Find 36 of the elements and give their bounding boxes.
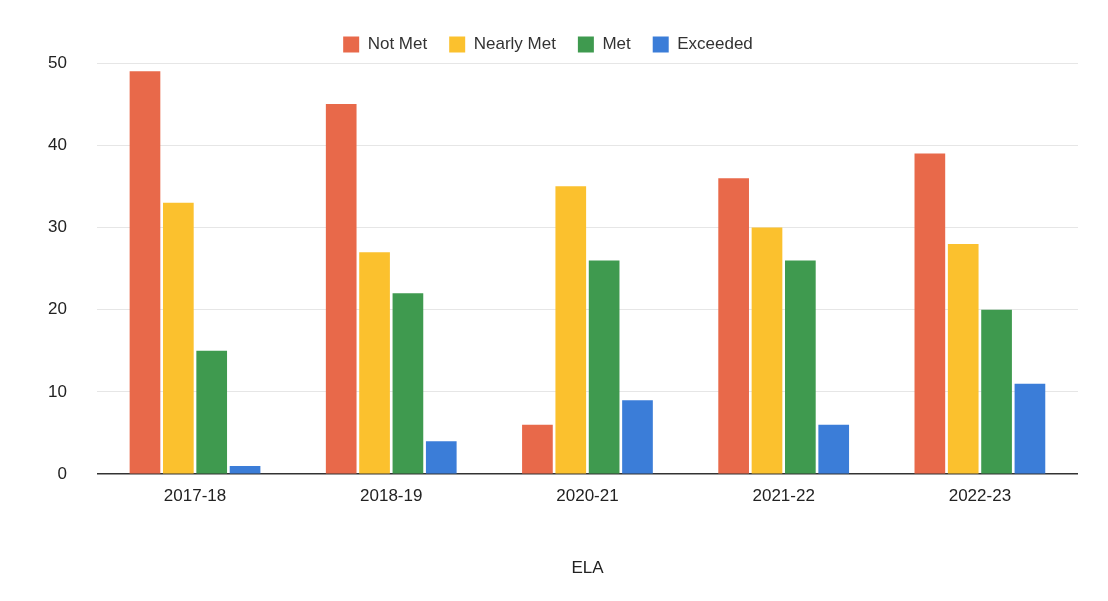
x-tick-label: 2018-19 [360,486,423,506]
bar [359,252,390,474]
bar [392,293,424,474]
bar [914,153,946,474]
legend-label: Nearly Met [473,34,557,54]
bar [818,424,850,474]
bar [981,309,1012,474]
x-tick-label: 2022-23 [948,486,1012,506]
x-tick-label: 2021-22 [752,486,815,506]
bar [129,71,161,474]
bar [163,202,194,474]
bar [325,104,357,474]
y-tick-label: 30 [47,217,67,237]
bar [751,227,783,474]
bar [196,350,228,474]
bar [1014,383,1046,474]
bar [555,186,587,474]
y-tick-label: 10 [47,381,67,401]
bar [947,243,979,474]
x-tick-label: 2017-18 [163,486,227,506]
legend-label: Exceeded [677,34,753,54]
legend-label: Not Met [367,34,428,54]
bar [425,441,457,474]
y-tick-label: 0 [57,463,67,483]
bar [522,424,553,474]
x-tick-label: 2020-21 [556,486,619,506]
y-tick-label: 40 [47,134,67,154]
x-axis-title: ELA [571,558,605,578]
bar [588,260,620,474]
bar [785,260,816,474]
bar [229,465,261,474]
y-tick-label: 50 [47,52,67,72]
bar [718,178,749,474]
legend-label: Met [602,34,631,54]
y-tick-label: 20 [47,299,67,319]
bar [622,400,653,474]
